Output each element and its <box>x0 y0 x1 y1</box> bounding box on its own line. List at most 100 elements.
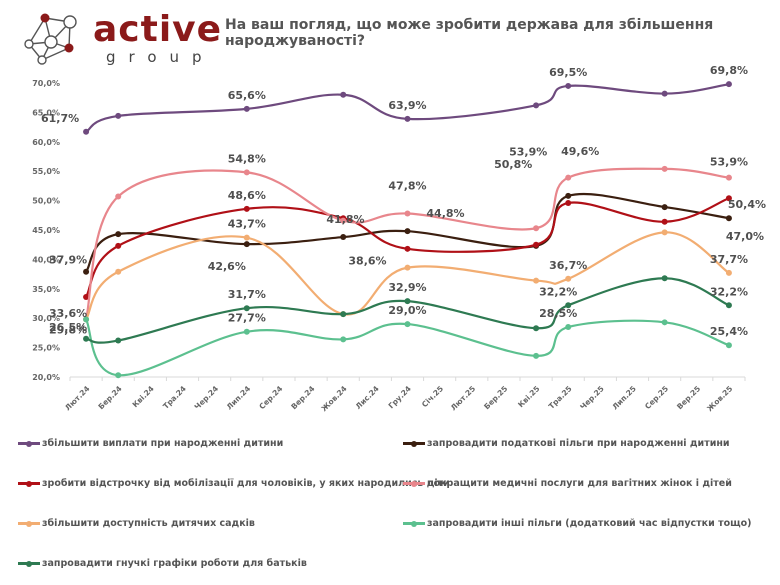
network-logo-icon <box>24 13 77 65</box>
data-label: 38,6% <box>348 255 386 268</box>
data-point <box>243 205 250 212</box>
y-tick-label: 55,0% <box>32 167 60 176</box>
data-point <box>661 275 668 282</box>
x-tick-label: Бер.25 <box>482 384 509 411</box>
data-point <box>404 210 411 217</box>
data-point <box>725 302 732 309</box>
data-point <box>340 234 347 241</box>
data-label: 37,7% <box>710 253 748 266</box>
data-label: 25,4% <box>710 325 748 338</box>
legend-swatch-icon <box>403 440 425 447</box>
legend-swatch-icon <box>403 520 425 527</box>
x-tick-label: Вер.25 <box>675 384 702 411</box>
legend-label: зробити відстрочку від мобілізації для ч… <box>42 478 450 489</box>
x-tick-label: Кві.25 <box>516 384 541 409</box>
x-tick-label: Сер.25 <box>643 384 670 411</box>
data-point <box>404 321 411 328</box>
data-point <box>661 165 668 172</box>
brand-logo: active group <box>18 8 221 68</box>
data-label: 61,7% <box>41 112 79 125</box>
data-point <box>404 115 411 122</box>
data-point <box>725 195 732 202</box>
data-point <box>83 316 90 323</box>
legend-label: запровадити гнучкі графіки роботи для ба… <box>42 558 307 569</box>
data-label: 63,9% <box>388 99 426 112</box>
data-label: 26,5% <box>49 321 87 334</box>
y-tick-label: 30,0% <box>32 314 60 323</box>
data-label: 69,8% <box>710 64 748 77</box>
data-label: 37,9% <box>49 254 87 267</box>
data-point <box>725 81 732 88</box>
data-label: 28,5% <box>539 307 577 320</box>
brand-sub: group <box>106 48 215 66</box>
legend-swatch-icon <box>18 440 40 447</box>
x-tick-label: Лют.25 <box>449 384 477 412</box>
data-point <box>404 264 411 271</box>
data-point <box>243 234 250 241</box>
data-point <box>661 90 668 97</box>
data-point <box>83 335 90 342</box>
legend-item: збільшити виплати при народженні дитини <box>18 438 283 449</box>
data-point <box>243 105 250 112</box>
legend-label: збільшити виплати при народженні дитини <box>42 438 284 449</box>
data-label: 31,7% <box>228 288 266 301</box>
y-tick-label: 35,0% <box>32 285 60 294</box>
data-point <box>243 169 250 176</box>
legend-item: зробити відстрочку від мобілізації для ч… <box>18 478 450 489</box>
data-label: 32,2% <box>710 285 748 298</box>
data-label: 48,6% <box>228 189 266 202</box>
x-tick-label: Лип.25 <box>610 384 638 412</box>
data-label: 50,8% <box>494 158 532 171</box>
legend-item: запровадити інші пільги (додатковий час … <box>403 518 751 529</box>
data-label: 50,4% <box>728 198 766 211</box>
chart-title: На ваш погляд, що може зробити держава д… <box>225 17 714 49</box>
data-point <box>661 204 668 211</box>
data-point <box>404 298 411 305</box>
data-label: 49,6% <box>561 145 599 158</box>
y-tick-label: 40,0% <box>32 255 60 264</box>
data-label: 47,0% <box>726 230 764 243</box>
data-label: 43,7% <box>228 218 266 231</box>
data-label: 32,9% <box>388 281 426 294</box>
data-point <box>115 112 122 119</box>
x-tick-label: Чер.24 <box>193 384 220 411</box>
y-tick-label: 50,0% <box>32 197 60 206</box>
data-point <box>661 319 668 326</box>
data-label: 33,6% <box>49 307 87 320</box>
data-point <box>565 192 572 199</box>
data-point <box>725 174 732 181</box>
data-point <box>661 218 668 225</box>
data-point <box>533 277 540 284</box>
data-point <box>115 268 122 275</box>
data-point <box>533 325 540 332</box>
data-point <box>533 241 540 248</box>
data-point <box>565 324 572 331</box>
data-point <box>340 217 347 224</box>
data-point <box>340 91 347 98</box>
data-point <box>661 229 668 236</box>
data-point <box>243 328 250 335</box>
legend-swatch-icon <box>18 560 40 567</box>
data-point <box>725 269 732 276</box>
brand-name: active <box>93 9 223 50</box>
data-label: 69,5% <box>549 66 587 79</box>
data-point <box>83 268 90 275</box>
data-label: 41,8% <box>326 213 364 226</box>
data-label: 29,0% <box>388 304 426 317</box>
data-point <box>404 228 411 235</box>
legend-item: збільшити доступність дитячих садків <box>18 518 255 529</box>
legend-swatch-icon <box>403 480 425 487</box>
data-point <box>533 102 540 109</box>
series-line <box>85 167 730 320</box>
data-point <box>533 352 540 359</box>
data-point <box>115 193 122 200</box>
legend-item: запровадити гнучкі графіки роботи для ба… <box>18 558 307 569</box>
data-point <box>115 337 122 344</box>
data-point <box>115 372 122 379</box>
legend-label: запровадити податкові пільги при народже… <box>427 438 730 449</box>
series-line <box>85 318 730 377</box>
legend-swatch-icon <box>18 520 40 527</box>
y-tick-label: 70,0% <box>32 79 60 88</box>
data-point <box>243 241 250 248</box>
